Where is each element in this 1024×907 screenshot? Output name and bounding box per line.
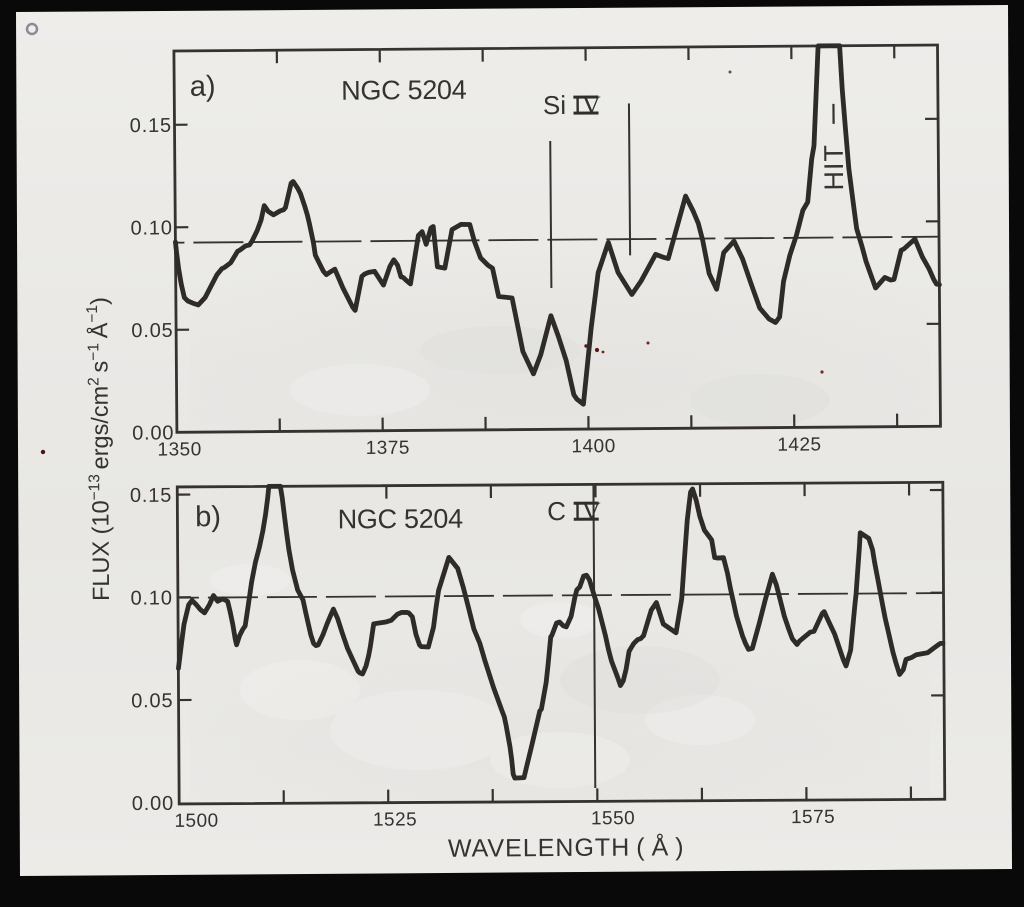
- svg-text:C IV: C IV: [547, 496, 601, 526]
- svg-text:a): a): [190, 71, 216, 103]
- svg-text:NGC 5204: NGC 5204: [338, 504, 464, 535]
- svg-text:Si IV: Si IV: [543, 90, 601, 120]
- svg-text:b): b): [195, 501, 221, 533]
- svg-text:1350: 1350: [157, 439, 201, 460]
- svg-text:0.15: 0.15: [130, 115, 172, 137]
- svg-text:0.10: 0.10: [130, 217, 172, 239]
- svg-text:1550: 1550: [591, 808, 635, 829]
- svg-text:0.00: 0.00: [132, 793, 174, 815]
- svg-text:0.05: 0.05: [131, 690, 173, 712]
- svg-text:0.05: 0.05: [131, 320, 173, 342]
- svg-text:1400: 1400: [571, 436, 615, 457]
- svg-text:1500: 1500: [174, 811, 218, 832]
- svg-text:1525: 1525: [373, 809, 417, 830]
- svg-text:1575: 1575: [791, 807, 835, 828]
- svg-text:1375: 1375: [366, 438, 410, 459]
- svg-text:1425: 1425: [777, 434, 821, 455]
- svg-text:NGC 5204: NGC 5204: [341, 75, 467, 106]
- svg-text:0.15: 0.15: [130, 485, 172, 507]
- svg-text:0.00: 0.00: [132, 422, 174, 444]
- svg-text:WAVELENGTH ( Å ): WAVELENGTH ( Å ): [448, 831, 685, 862]
- svg-text:FLUX (10−13 ergs/cm2 s−1 Å−1): FLUX (10−13 ergs/cm2 s−1 Å−1): [84, 297, 114, 601]
- svg-text:0.10: 0.10: [131, 587, 173, 609]
- svg-text:HIT: HIT: [819, 144, 849, 191]
